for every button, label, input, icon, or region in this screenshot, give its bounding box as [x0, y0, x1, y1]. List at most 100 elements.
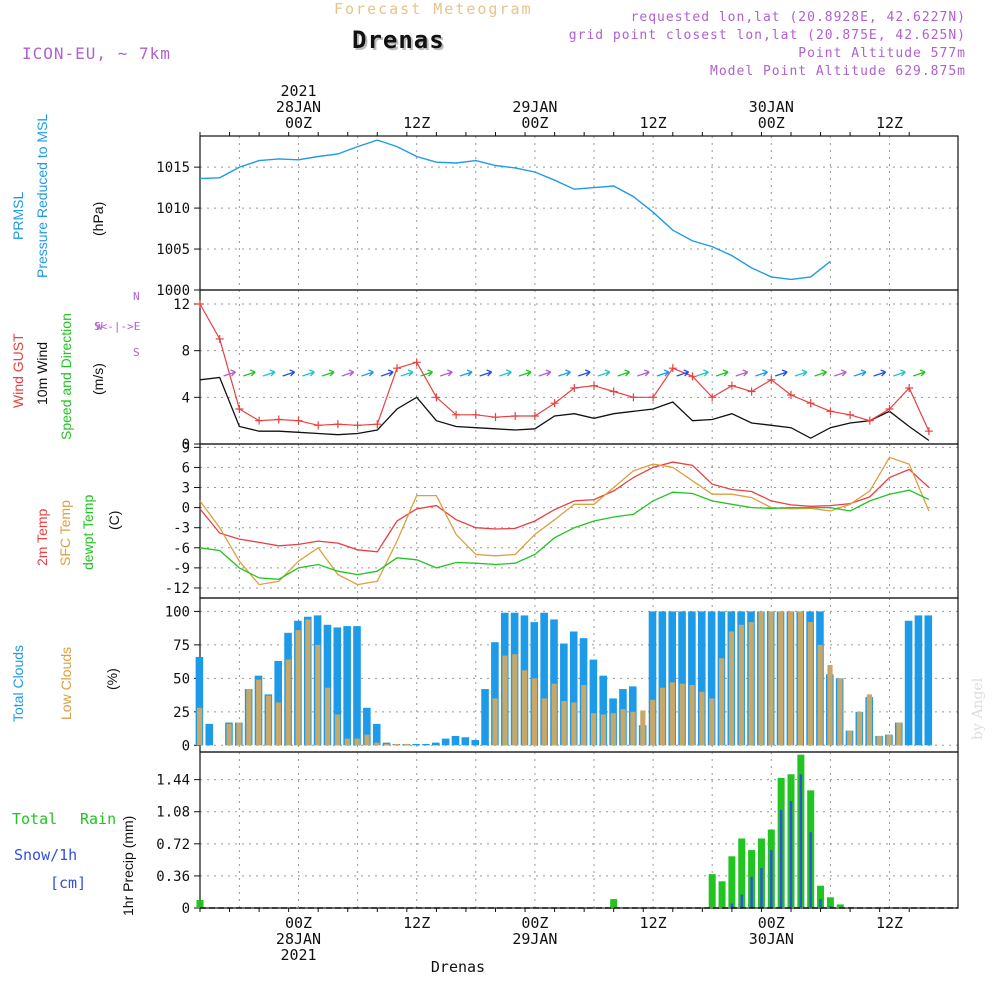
total-cloud-bar	[461, 737, 470, 746]
low-cloud-bar	[325, 687, 331, 746]
wind-direction-arrow	[459, 369, 473, 377]
total-cloud-bar	[560, 643, 568, 746]
wind-gust-point	[196, 300, 204, 308]
wind-direction-arrow	[479, 369, 493, 377]
rain-bar	[817, 885, 825, 908]
wind-gust-point	[235, 405, 244, 413]
wind-gust-point	[393, 364, 401, 373]
snow-bar	[730, 903, 734, 908]
precip-rain-label: Rain	[80, 810, 117, 828]
y-tick-label-precip: 1.08	[156, 805, 190, 821]
low-cloud-bar	[275, 702, 281, 746]
pressure-line	[199, 139, 831, 281]
wind-direction-arrow	[794, 369, 808, 377]
low-cloud-bar	[748, 622, 754, 746]
wind-gust-point	[787, 391, 795, 399]
low-cloud-bar	[679, 683, 685, 746]
wind-gust-point	[333, 420, 342, 429]
wind-gust-point	[255, 416, 264, 425]
wind-direction-arrow	[243, 369, 256, 377]
low-cloud-bar	[837, 678, 843, 746]
panel-frame-clouds	[199, 597, 959, 753]
wind-direction-arrow	[656, 369, 670, 377]
wind-gust-point	[865, 416, 874, 425]
wind-gust-point	[668, 364, 677, 373]
wind-gust-point	[412, 358, 421, 367]
wind-compass-s: S	[133, 346, 140, 359]
top-time-label: 12Z	[403, 114, 430, 132]
low-cloud-bar	[817, 644, 823, 746]
temp-2m-line	[199, 461, 930, 553]
bottom-time-label: 00Z	[285, 914, 312, 932]
wind-direction-arrow	[282, 369, 296, 377]
total-cloud-bar	[924, 615, 933, 746]
top-time-label: 00Z	[758, 114, 785, 132]
low-cloud-bar	[374, 742, 380, 746]
low-cloud-bar	[699, 691, 705, 746]
low-cloud-bar	[886, 734, 892, 746]
total-cloud-bar	[540, 612, 548, 746]
precip-snow-label: Snow/1h	[14, 846, 78, 864]
top-time-label: 2021	[280, 82, 316, 100]
requested-coords: requested lon,lat (20.8928E, 42.6227N)	[630, 10, 966, 25]
wind-gust-point	[609, 387, 618, 396]
rain-bar	[600, 907, 608, 908]
low-cloud-bar	[689, 685, 695, 746]
snow-bar	[740, 894, 743, 908]
low-cloud-bar	[531, 678, 538, 746]
low-cloud-bar	[788, 611, 794, 746]
y-tick-label-wind: 0	[182, 437, 190, 453]
low-cloud-bar	[246, 689, 252, 746]
wind-direction-arrow	[420, 369, 434, 377]
wind-gust-point	[373, 420, 382, 429]
low-cloud-bar	[295, 630, 301, 746]
wind-direction-arrow	[873, 369, 887, 377]
rain-bar	[295, 907, 302, 908]
low-cloud-bar	[620, 709, 626, 746]
total-cloud-bar	[205, 723, 214, 746]
low-cloud-bar	[630, 711, 636, 746]
low-cloud-bar	[650, 699, 656, 746]
wind-gust-point	[353, 421, 362, 430]
total-cloud-bar	[432, 742, 440, 746]
wind-direction-arrow	[853, 369, 867, 377]
snow-bar	[770, 850, 773, 908]
total-cloud-bar	[648, 611, 657, 746]
wind-direction-arrow	[814, 369, 828, 377]
wind-gust-point	[511, 412, 520, 420]
wind-gust-point	[471, 410, 480, 419]
snow-bar	[760, 867, 763, 908]
total-cloud-bar	[707, 611, 716, 746]
y-tick-label-temp: -3	[173, 521, 190, 537]
top-time-label: 00Z	[521, 114, 548, 132]
wind-direction-arrow	[637, 369, 650, 377]
low-cloud-bar	[285, 659, 291, 746]
wind-direction-arrow	[538, 369, 552, 377]
total-cloud-bar	[441, 738, 450, 746]
total-cloud-bar	[904, 620, 913, 746]
low-cloud-bar	[236, 722, 242, 746]
wind-gust-point	[629, 393, 638, 402]
total-cloud-bar	[372, 723, 381, 746]
rain-bar	[610, 899, 618, 908]
wind-gust-point	[491, 413, 500, 422]
rain-bar	[196, 899, 204, 908]
footer-station-label: Drenas	[431, 958, 485, 976]
low-cloud-bar	[502, 655, 508, 746]
total-cloud-bar	[697, 611, 706, 746]
wind-gust-point	[885, 405, 894, 413]
y-tick-label-temp: 3	[182, 481, 190, 497]
total-cloud-bar	[422, 743, 430, 746]
wind-direction-arrow	[774, 369, 788, 377]
y-tick-label-temp: -6	[173, 541, 190, 557]
low-cloud-bar	[847, 730, 853, 746]
wind-gust-point	[215, 335, 224, 343]
snow-bar	[789, 801, 793, 908]
wind-direction-arrow	[715, 369, 729, 377]
wind-gust-point	[688, 372, 697, 381]
wind-direction-arrow	[361, 369, 374, 377]
top-time-label: 28JAN	[276, 98, 321, 116]
wind-direction-arrow	[558, 369, 571, 377]
top-time-label: 12Z	[876, 114, 903, 132]
wind-gust-point	[649, 393, 658, 402]
